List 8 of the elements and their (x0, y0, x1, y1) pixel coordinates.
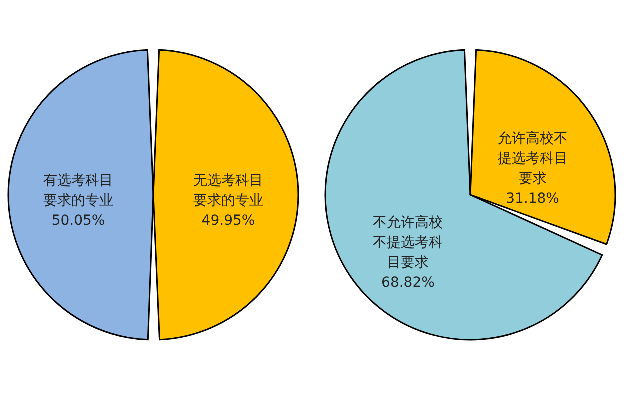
data-label: 49.95% (202, 212, 256, 229)
slice-label: 无选考科目要求的专业 (194, 172, 264, 209)
slice-label: 有选考科目要求的专业 (44, 173, 114, 210)
data-label: 31.18% (506, 191, 560, 208)
slice-label: 不允许高校不提选考科目要求 (373, 214, 444, 271)
slice-label: 允许高校不提选考科目要求 (498, 131, 568, 188)
data-label: 68.82% (382, 274, 435, 291)
data-label: 50.05% (52, 213, 106, 230)
